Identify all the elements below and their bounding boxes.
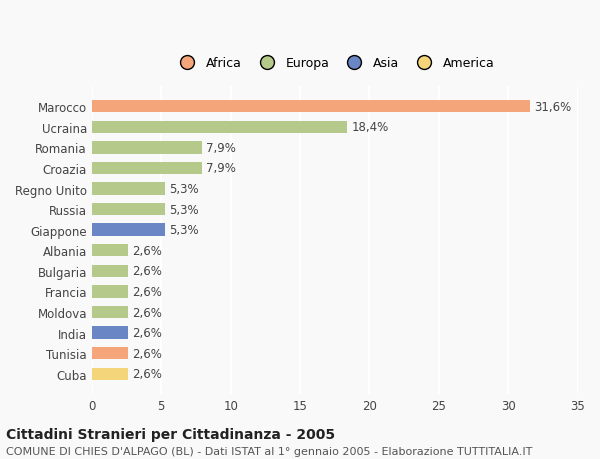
Bar xyxy=(92,162,202,175)
Text: Cittadini Stranieri per Cittadinanza - 2005: Cittadini Stranieri per Cittadinanza - 2… xyxy=(6,427,335,442)
Bar xyxy=(92,101,530,113)
Text: 2,6%: 2,6% xyxy=(132,347,162,360)
Text: 2,6%: 2,6% xyxy=(132,306,162,319)
Text: 7,9%: 7,9% xyxy=(206,162,236,175)
Text: 2,6%: 2,6% xyxy=(132,244,162,257)
Bar xyxy=(92,327,128,339)
Text: 5,3%: 5,3% xyxy=(170,183,199,196)
Bar xyxy=(92,306,128,319)
Text: COMUNE DI CHIES D'ALPAGO (BL) - Dati ISTAT al 1° gennaio 2005 - Elaborazione TUT: COMUNE DI CHIES D'ALPAGO (BL) - Dati IST… xyxy=(6,447,532,456)
Bar xyxy=(92,245,128,257)
Text: 18,4%: 18,4% xyxy=(352,121,389,134)
Text: 5,3%: 5,3% xyxy=(170,203,199,216)
Bar xyxy=(92,121,347,134)
Bar xyxy=(92,265,128,277)
Bar xyxy=(92,347,128,359)
Bar xyxy=(92,183,166,195)
Text: 2,6%: 2,6% xyxy=(132,265,162,278)
Text: 2,6%: 2,6% xyxy=(132,285,162,298)
Text: 31,6%: 31,6% xyxy=(535,101,572,113)
Bar xyxy=(92,203,166,216)
Text: 7,9%: 7,9% xyxy=(206,141,236,155)
Text: 2,6%: 2,6% xyxy=(132,326,162,339)
Bar xyxy=(92,142,202,154)
Legend: Africa, Europa, Asia, America: Africa, Europa, Asia, America xyxy=(171,53,499,73)
Bar xyxy=(92,224,166,236)
Bar xyxy=(92,368,128,380)
Bar xyxy=(92,285,128,298)
Text: 2,6%: 2,6% xyxy=(132,368,162,381)
Text: 5,3%: 5,3% xyxy=(170,224,199,237)
